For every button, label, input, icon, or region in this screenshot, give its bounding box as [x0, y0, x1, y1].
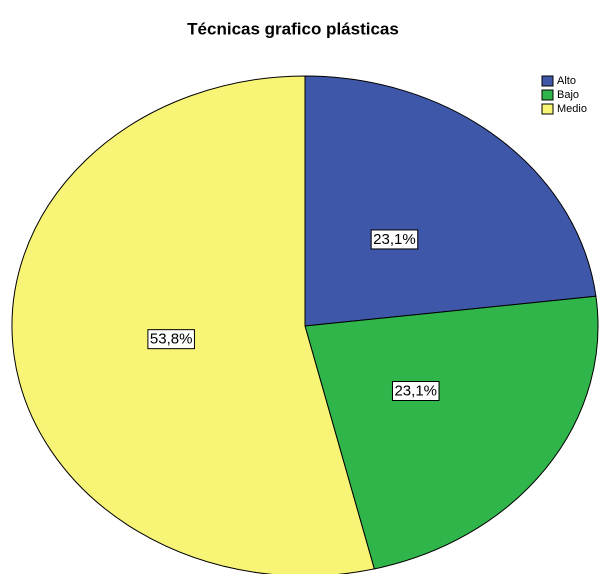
- legend-swatch: [541, 89, 554, 101]
- value-label: 23,1%: [370, 229, 419, 250]
- value-label: 23,1%: [391, 381, 440, 402]
- value-label-text: 23,1%: [394, 383, 437, 400]
- legend-label: Bajo: [557, 89, 579, 101]
- value-label-box: [391, 381, 440, 402]
- value-label: 53,8%: [147, 329, 195, 350]
- pie-slice: [11, 75, 375, 574]
- value-label-box: [370, 229, 419, 250]
- legend-label: Alto: [557, 75, 576, 87]
- value-label-text: 23,1%: [373, 231, 416, 248]
- pie-slice: [304, 295, 599, 570]
- legend-label: Medio: [557, 103, 587, 115]
- pie-slice: [304, 75, 597, 327]
- legend-swatch: [541, 103, 554, 115]
- chart-title: Técnicas grafico plásticas: [187, 19, 399, 38]
- value-label-box: [147, 329, 195, 350]
- value-label-text: 53,8%: [150, 331, 193, 348]
- legend-swatch: [541, 75, 554, 87]
